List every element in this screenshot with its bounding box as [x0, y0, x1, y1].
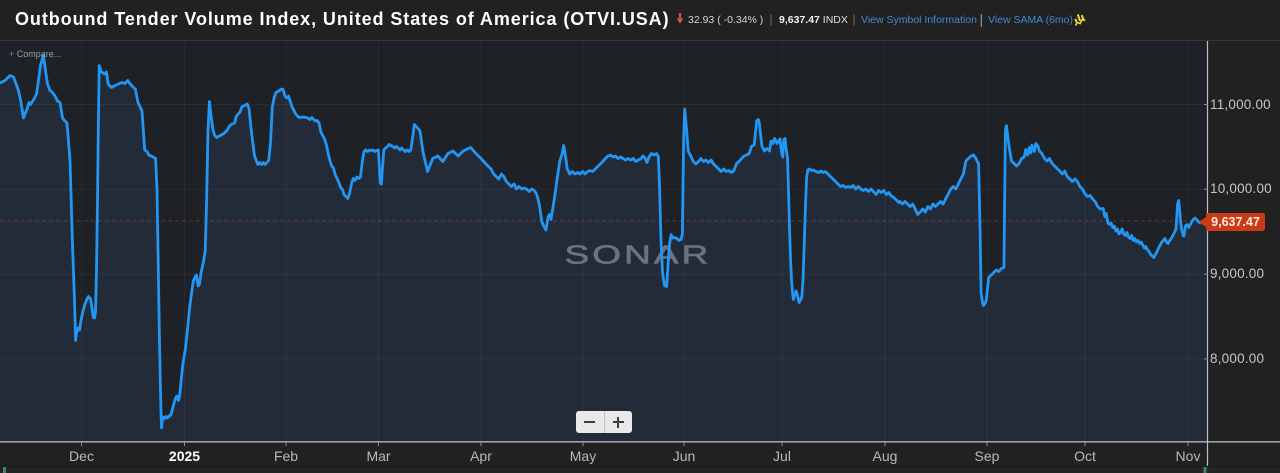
svg-text:SONAR: SONAR: [565, 240, 712, 269]
